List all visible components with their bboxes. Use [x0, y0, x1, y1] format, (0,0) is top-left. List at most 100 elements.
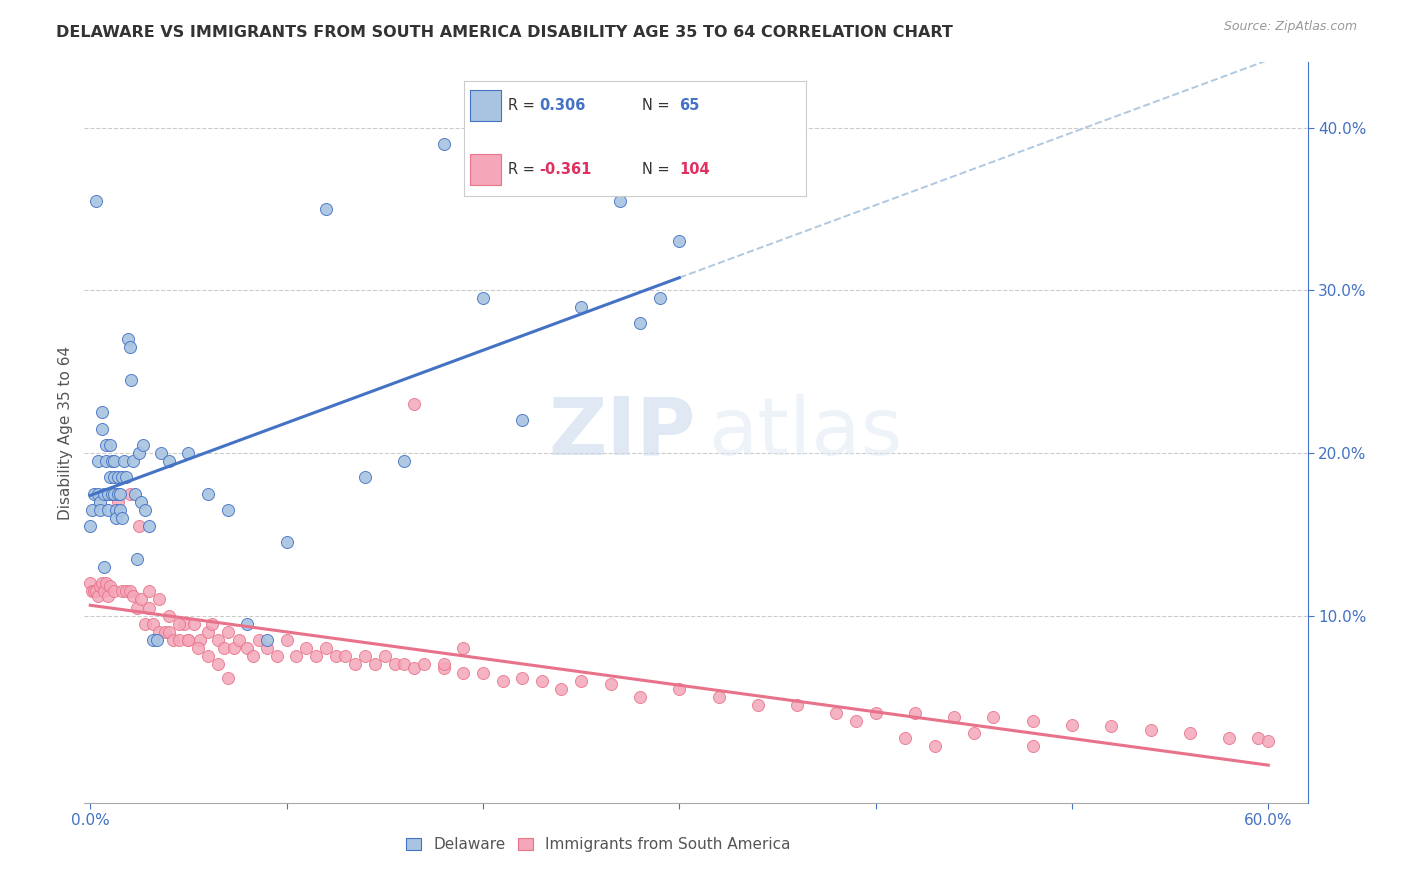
- Point: [98, 470, 121, 484]
- Point: [374, 649, 396, 664]
- Point: [153, 624, 176, 639]
- Point: [276, 633, 298, 648]
- Point: [845, 714, 868, 729]
- Point: [1139, 723, 1161, 737]
- Point: [148, 592, 170, 607]
- Point: [101, 486, 124, 500]
- Point: [82, 503, 104, 517]
- Point: [1021, 739, 1043, 753]
- Point: [117, 332, 139, 346]
- Point: [129, 495, 152, 509]
- Point: [394, 657, 416, 672]
- Point: [188, 633, 211, 648]
- Point: [111, 470, 134, 484]
- Point: [177, 446, 200, 460]
- Point: [183, 616, 205, 631]
- Point: [530, 673, 553, 688]
- Point: [197, 624, 219, 639]
- Point: [114, 584, 136, 599]
- Point: [157, 608, 180, 623]
- Point: [91, 405, 114, 419]
- Point: [134, 503, 156, 517]
- Point: [101, 454, 124, 468]
- Point: [138, 519, 160, 533]
- Point: [668, 235, 690, 249]
- Point: [943, 709, 966, 723]
- Point: [384, 657, 406, 672]
- Point: [1218, 731, 1240, 745]
- Point: [569, 673, 592, 688]
- Point: [453, 641, 475, 656]
- Point: [628, 316, 651, 330]
- Point: [550, 681, 572, 696]
- Point: [97, 589, 120, 603]
- Point: [256, 641, 278, 656]
- Point: [197, 649, 219, 664]
- Point: [108, 503, 131, 517]
- Point: [865, 706, 887, 721]
- Point: [89, 503, 111, 517]
- Point: [217, 503, 239, 517]
- Point: [93, 584, 115, 599]
- Point: [122, 454, 145, 468]
- Point: [747, 698, 769, 713]
- Point: [128, 446, 150, 460]
- Point: [118, 340, 141, 354]
- Point: [315, 202, 337, 216]
- Point: [404, 661, 426, 675]
- Point: [217, 671, 239, 685]
- Point: [786, 698, 808, 713]
- Point: [276, 535, 298, 549]
- Point: [217, 624, 239, 639]
- Point: [648, 292, 671, 306]
- Point: [149, 446, 172, 460]
- Point: [510, 413, 533, 427]
- Point: [97, 486, 120, 500]
- Point: [1021, 714, 1043, 729]
- Point: [228, 633, 250, 648]
- Point: [167, 616, 190, 631]
- Point: [107, 470, 129, 484]
- Point: [256, 633, 278, 648]
- Point: [112, 454, 135, 468]
- Point: [1178, 726, 1201, 740]
- Text: atlas: atlas: [709, 393, 903, 472]
- Point: [146, 633, 169, 648]
- Point: [433, 657, 456, 672]
- Point: [83, 584, 105, 599]
- Point: [138, 584, 160, 599]
- Point: [1060, 717, 1083, 731]
- Point: [413, 657, 436, 672]
- Point: [107, 486, 129, 500]
- Point: [207, 657, 229, 672]
- Point: [127, 551, 149, 566]
- Point: [148, 624, 170, 639]
- Point: [285, 649, 308, 664]
- Point: [236, 616, 259, 631]
- Point: [325, 649, 347, 664]
- Point: [335, 649, 357, 664]
- Point: [132, 438, 155, 452]
- Point: [453, 665, 475, 680]
- Point: [242, 649, 264, 664]
- Point: [599, 677, 621, 691]
- Point: [94, 576, 117, 591]
- Point: [177, 633, 200, 648]
- Point: [247, 633, 270, 648]
- Point: [364, 657, 387, 672]
- Point: [315, 641, 337, 656]
- Point: [904, 706, 927, 721]
- Point: [354, 649, 377, 664]
- Point: [98, 579, 121, 593]
- Text: Source: ZipAtlas.com: Source: ZipAtlas.com: [1223, 20, 1357, 33]
- Point: [79, 576, 101, 591]
- Point: [609, 194, 631, 208]
- Point: [93, 486, 115, 500]
- Point: [354, 470, 377, 484]
- Point: [510, 671, 533, 685]
- Point: [187, 641, 209, 656]
- Point: [89, 579, 111, 593]
- Point: [1247, 731, 1270, 745]
- Point: [963, 726, 986, 740]
- Point: [97, 503, 120, 517]
